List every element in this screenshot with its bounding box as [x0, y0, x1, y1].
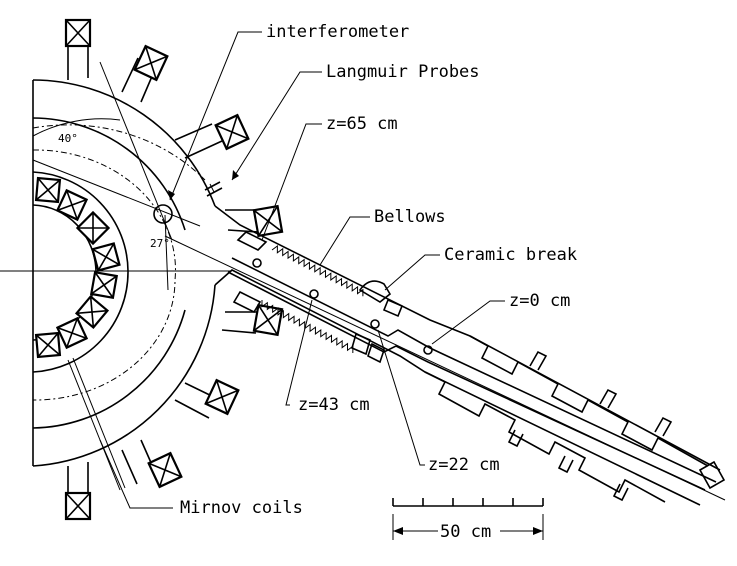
outer-vessel-arc-lower: [32, 284, 216, 467]
ceramic-break-flange: [351, 332, 371, 356]
inner-tube-upper: [231, 257, 717, 483]
leader-langmuir: [231, 71, 322, 181]
leader-bellows: [319, 216, 370, 266]
inner-vessel-arc-upper: [32, 117, 186, 231]
leader-lines: [99, 31, 505, 509]
flange: [232, 290, 262, 314]
end-cap: [698, 460, 726, 490]
arrow-langmuir: [232, 170, 239, 180]
angle-line-40: [99, 61, 173, 241]
outer-steps-lower: [424, 371, 666, 503]
angle-40-label: 40°: [58, 132, 78, 145]
step-tab: [507, 429, 524, 448]
leader-z0: [431, 300, 505, 345]
bellows-label: Bellows: [374, 207, 446, 227]
ceramic-break-flange: [382, 298, 404, 318]
coil-leg: [221, 311, 258, 334]
port-axis: [164, 235, 726, 501]
port-assembly: [164, 205, 726, 506]
z43-label: z=43 cm: [298, 395, 370, 415]
leader-mirnov: [99, 439, 173, 509]
arrow-interferometer: [168, 190, 175, 200]
leader-ceramic: [384, 254, 440, 291]
bellows-upper: [271, 245, 364, 297]
inner-coils: [34, 176, 121, 359]
bellows-lower: [261, 299, 354, 354]
scale-label: 50 cm: [440, 522, 491, 542]
coil-leg: [174, 123, 223, 159]
coil-leg: [225, 209, 259, 233]
step-tab: [654, 416, 673, 437]
construction-arc: [32, 149, 176, 401]
interferometer-port: [153, 204, 173, 224]
angle-arc-40: [32, 118, 121, 137]
step-tab: [612, 483, 629, 502]
probe-z43: [309, 289, 319, 299]
inner-vessel-arc-lower: [32, 309, 186, 429]
leader-z65: [261, 123, 322, 241]
mirnov-coils-label: Mirnov coils: [180, 498, 303, 518]
angle-line-27: [164, 214, 169, 291]
inner-column-outer: [32, 171, 129, 373]
probe-z65: [252, 258, 262, 268]
step-tab: [529, 350, 548, 371]
outer-coils: [64, 18, 284, 521]
mirnov-coil-line: [67, 359, 121, 491]
leader-interferometer: [169, 31, 262, 201]
probe-z22: [370, 319, 380, 329]
interferometer-label: interferometer: [266, 22, 409, 42]
outer-vessel-arc-upper: [32, 79, 216, 207]
scale-bar: 50 cm: [392, 498, 544, 542]
angle-27-label: 27°: [150, 237, 170, 250]
langmuir-probe-mark: [204, 181, 223, 197]
flange: [236, 231, 268, 251]
mirnov-coil-line-2: [72, 357, 126, 489]
probe-z0: [423, 345, 433, 355]
outer-steps-upper: [469, 335, 709, 467]
z65-label: z=65 cm: [326, 114, 398, 134]
z22-label: z=22 cm: [428, 455, 500, 475]
leader-z22: [377, 329, 425, 466]
ceramic-break-flange: [358, 280, 392, 303]
step-tab: [599, 388, 618, 409]
port-wall-lower: [214, 269, 701, 506]
ceramic-break-label: Ceramic break: [444, 245, 577, 265]
leader-z43: [285, 299, 313, 406]
langmuir-probes-label: Langmuir Probes: [326, 62, 480, 82]
ceramic-break-flange: [367, 342, 385, 364]
step-tab: [557, 455, 574, 474]
inner-tube-lower: [227, 271, 706, 491]
z0-label: z=0 cm: [509, 291, 570, 311]
